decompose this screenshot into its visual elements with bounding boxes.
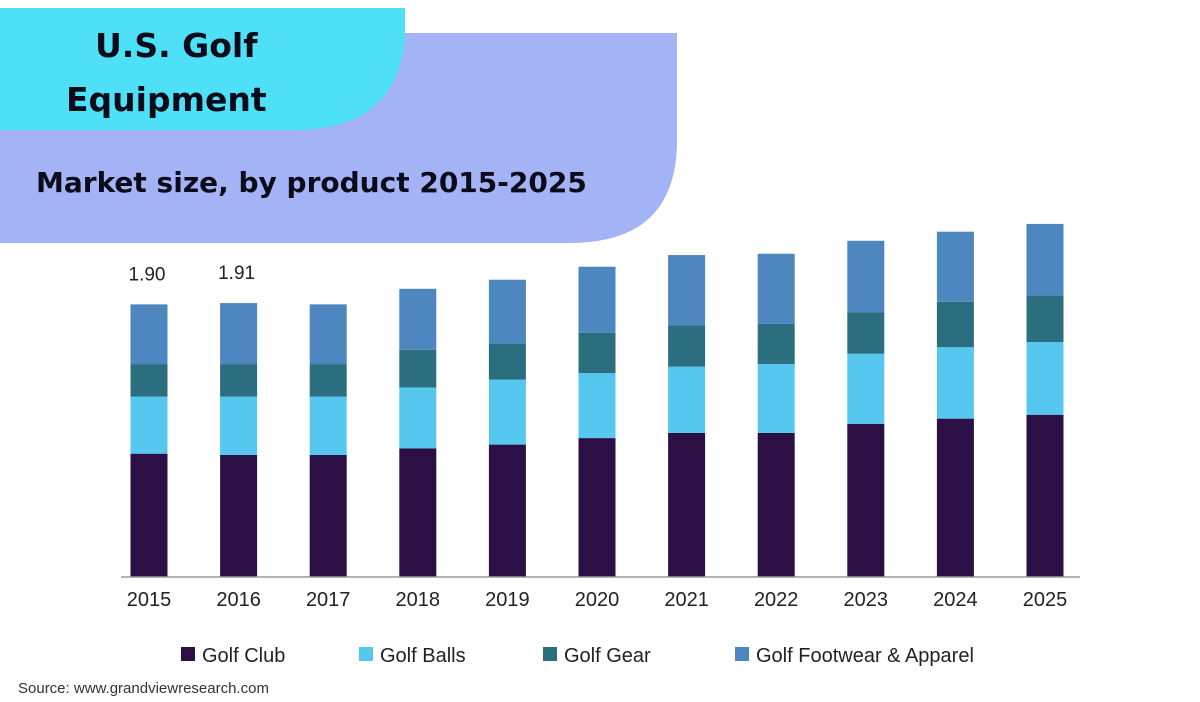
bar-2021-golf-balls <box>668 366 706 433</box>
legend-label-golf-balls: Golf Balls <box>380 645 466 667</box>
bar-2020-golf-footwear-apparel <box>578 266 616 333</box>
x-tick-label: 2024 <box>933 589 978 611</box>
bar-2024-golf-footwear-apparel <box>936 231 974 302</box>
legend-swatch-golf-gear <box>543 647 557 661</box>
bar-2018-golf-balls <box>399 387 437 449</box>
title-line-2: Equipment <box>66 80 267 119</box>
legend-label-golf-footwear-apparel: Golf Footwear & Apparel <box>756 645 974 667</box>
title-line-1: U.S. Golf <box>95 26 258 65</box>
bar-2023-golf-club <box>847 423 885 577</box>
bar-2023-golf-footwear-apparel <box>847 240 885 313</box>
bar-2023-golf-gear <box>847 312 885 354</box>
x-tick-label: 2021 <box>664 589 709 611</box>
x-tick-label: 2022 <box>754 589 799 611</box>
bar-2015-golf-balls <box>130 396 168 454</box>
x-tick-label: 2023 <box>844 589 889 611</box>
bar-2016-golf-balls <box>220 396 258 455</box>
bar-2025-golf-footwear-apparel <box>1026 223 1064 296</box>
bar-2023-golf-balls <box>847 353 885 424</box>
bar-2021-golf-footwear-apparel <box>668 255 706 326</box>
legend-swatch-golf-footwear-apparel <box>735 647 749 661</box>
x-tick-label: 2017 <box>306 589 351 611</box>
bar-2016-golf-club <box>220 454 258 577</box>
bar-2022-golf-footwear-apparel <box>757 253 795 324</box>
data-label-2016: 1.91 <box>218 263 255 284</box>
bar-2019-golf-club <box>488 444 526 577</box>
bar-2015-golf-club <box>130 453 168 577</box>
data-label-2015: 1.90 <box>129 264 166 285</box>
bars-layer <box>130 223 1064 577</box>
legend-swatch-golf-balls <box>359 647 373 661</box>
bar-2015-golf-footwear-apparel <box>130 304 168 365</box>
bar-2020-golf-balls <box>578 373 616 439</box>
legend-label-golf-club: Golf Club <box>202 645 285 667</box>
bar-2015-golf-gear <box>130 364 168 397</box>
legend-label-golf-gear: Golf Gear <box>564 645 651 667</box>
source-note: Source: www.grandviewresearch.com <box>18 680 269 697</box>
chart-subtitle: Market size, by product 2015-2025 <box>36 166 587 199</box>
bar-2017-golf-balls <box>309 396 347 455</box>
bar-2024-golf-club <box>936 418 974 577</box>
legend-swatch-golf-club <box>181 647 195 661</box>
bar-2017-golf-gear <box>309 364 347 397</box>
bar-2017-golf-club <box>309 454 347 577</box>
bar-2020-golf-club <box>578 438 616 577</box>
bar-2018-golf-club <box>399 448 437 577</box>
x-tick-label: 2016 <box>216 589 261 611</box>
x-tick-label: 2025 <box>1023 589 1068 611</box>
bar-2018-golf-footwear-apparel <box>399 288 437 350</box>
legend: Golf Club Golf Balls Golf Gear Golf Footwea… <box>181 645 974 667</box>
x-tick-label: 2015 <box>127 589 172 611</box>
x-tick-label: 2020 <box>575 589 620 611</box>
bar-2019-golf-balls <box>488 379 526 445</box>
bar-2024-golf-gear <box>936 301 974 348</box>
bar-2020-golf-gear <box>578 332 616 374</box>
bar-2019-golf-gear <box>488 343 526 380</box>
bar-2016-golf-footwear-apparel <box>220 303 258 365</box>
x-tick-label: 2018 <box>396 589 441 611</box>
bar-2021-golf-club <box>668 432 706 577</box>
bar-2025-golf-gear <box>1026 295 1064 343</box>
banner-front-shape <box>0 8 405 130</box>
x-tick-labels: 2015 2016 2017 2018 2019 2020 2021 2022 2023 2024… <box>127 589 1068 611</box>
bar-2022-golf-gear <box>757 323 795 365</box>
x-tick-label: 2019 <box>485 589 530 611</box>
data-labels: 1.90 1.91 <box>129 263 256 285</box>
bar-2016-golf-gear <box>220 364 258 397</box>
bar-2018-golf-gear <box>399 349 437 388</box>
bar-2025-golf-balls <box>1026 342 1064 415</box>
bar-2022-golf-balls <box>757 364 795 433</box>
bar-2021-golf-gear <box>668 325 706 367</box>
bar-2019-golf-footwear-apparel <box>488 279 526 344</box>
bar-2025-golf-club <box>1026 414 1064 577</box>
bar-2022-golf-club <box>757 432 795 577</box>
bar-2024-golf-balls <box>936 347 974 419</box>
bar-2017-golf-footwear-apparel <box>309 304 347 365</box>
